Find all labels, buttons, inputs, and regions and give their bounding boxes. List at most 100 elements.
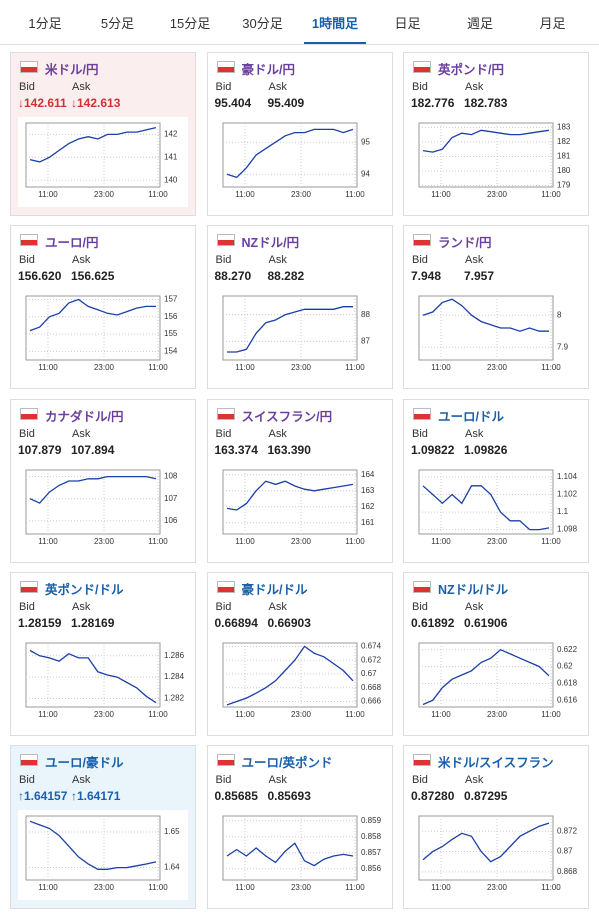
tab[interactable]: 月足 [539,16,566,31]
x-tick-label: 11:00 [38,363,58,372]
x-tick-label: 23:00 [290,190,311,199]
quote-card[interactable]: カナダドル/円 Bid Ask 107.879 107.894 108 107 106 11:0… [10,398,196,563]
y-tick-label: 183 [557,122,571,131]
x-tick-label: 11:00 [148,190,168,199]
x-tick-label: 11:00 [431,190,451,199]
plot-frame [25,642,161,708]
pair-name[interactable]: ユーロ/豪ドル [45,756,124,771]
y-tick-label: 8 [557,311,562,320]
quote-card[interactable]: 英ポンド/ドル Bid Ask 1.28159 1.28169 1.286 1.284 1.2… [10,571,196,736]
bid-label: Bid [215,774,232,787]
plot-frame [418,642,554,708]
x-tick-label: 11:00 [148,710,168,719]
tab[interactable]: 15分足 [169,16,211,31]
x-tick-label: 11:00 [38,710,58,719]
mini-chart: 0.674 0.672 0.67 0.668 0.666 11:00 23:00 11:00 [214,636,385,727]
x-tick-label: 23:00 [487,883,508,892]
flag-icon [20,407,38,420]
bid-label: Bid [412,254,428,267]
pair-name[interactable]: スイスフラン/円 [241,409,333,424]
y-tick-label: 0.622 [557,645,578,654]
ask-value: 1.09826 [464,442,508,457]
pair-name[interactable]: NZドル/ドル [438,582,509,597]
x-tick-label: 11:00 [345,363,365,372]
bid-label: Bid [412,427,428,440]
tab[interactable]: 5分足 [100,16,135,31]
pair-name[interactable]: ランド/円 [438,236,492,251]
y-tick-label: 142 [164,130,178,139]
bid-label: Bid [19,254,35,267]
tab[interactable]: 30分足 [242,16,283,31]
ask-value: ↑1.64171 [71,789,121,804]
ask-value: 0.87295 [464,789,508,804]
y-tick-label: 1.284 [164,672,185,681]
quote-card[interactable]: 豪ドル/ドル Bid Ask 0.66894 0.66903 0.674 0.672 0.67… [206,571,393,736]
x-tick-label: 11:00 [38,190,58,199]
quote-card[interactable]: ランド/円 Bid Ask 7.948 7.957 8 7.9 11:00 23:00 11:00 [403,225,589,390]
y-tick-label: 140 [164,175,178,184]
quote-card[interactable]: ユーロ/豪ドル Bid Ask ↑1.64157 ↑1.64171 1.65 1.64 11:… [10,745,196,910]
pair-name[interactable]: 米ドル/円 [45,63,99,77]
tab[interactable]: 1時間足 [304,0,366,44]
ask-value: 107.894 [71,442,115,457]
tab[interactable]: 1分足 [28,16,62,31]
quote-card[interactable]: ユーロ/ドル Bid Ask 1.09822 1.09826 1.104 1.102 1.1 1… [403,398,589,563]
pair-name[interactable]: NZドル/円 [241,236,300,251]
tab[interactable]: 週足 [466,16,493,31]
plot-frame [418,469,554,535]
pair-name[interactable]: 英ポンド/円 [438,63,504,77]
y-tick-label: 163 [361,486,375,495]
quote-card[interactable]: スイスフラン/円 Bid Ask 163.374 163.390 164 163 162 161… [206,398,393,563]
x-tick-label: 11:00 [148,537,168,546]
x-tick-label: 23:00 [290,710,311,719]
pair-name[interactable]: 米ドル/スイスフラン [438,756,554,771]
pair-name[interactable]: カナダドル/円 [45,409,124,424]
pair-name[interactable]: 英ポンド/ドル [45,582,124,597]
quote-card[interactable]: 米ドル/スイスフラン Bid Ask 0.87280 0.87295 0.872 0.87 0… [403,745,589,910]
quote-card[interactable]: 英ポンド/円 Bid Ask 182.776 182.783 183 182 181 180 17… [403,52,589,216]
x-tick-label: 11:00 [235,190,255,199]
pair-name[interactable]: ユーロ/ドル [438,409,504,424]
x-tick-label: 23:00 [94,537,115,546]
flag-icon [216,407,235,420]
price-line [226,480,353,511]
x-tick-label: 11:00 [541,883,561,892]
x-tick-label: 11:00 [541,537,561,546]
quote-card[interactable]: ユーロ/英ポンド Bid Ask 0.85685 0.85693 0.859 0.858 0.… [206,745,393,910]
ask-label: Ask [72,254,91,267]
tab[interactable]: 日足 [394,16,421,31]
price-line [422,648,550,705]
flag-icon [216,580,235,593]
ask-label: Ask [465,600,484,613]
x-tick-label: 23:00 [94,883,115,892]
pair-name[interactable]: ユーロ/円 [45,236,99,251]
x-tick-label: 11:00 [541,190,561,199]
quote-card[interactable]: NZドル/円 Bid Ask 88.270 88.282 88 87 11:00 23:00 11… [206,225,393,390]
pair-name[interactable]: ユーロ/英ポンド [241,756,333,771]
pair-name[interactable]: 豪ドル/ドル [241,582,308,597]
quote-card[interactable]: 豪ドル/円 Bid Ask 95.404 95.409 95 94 11:00 23:00 11:… [206,52,393,216]
quote-card[interactable]: NZドル/ドル Bid Ask 0.61892 0.61906 0.622 0.62 0.61… [403,571,589,736]
y-tick-label: 88 [361,310,370,319]
bid-value: 156.620 [18,269,62,284]
quote-card[interactable]: 米ドル/円 Bid Ask ↓142.611 ↓142.613 142 141 140 11:0… [10,52,196,216]
x-tick-label: 11:00 [345,710,365,719]
x-tick-label: 23:00 [94,363,115,372]
y-tick-label: 162 [361,502,375,511]
pair-name[interactable]: 豪ドル/円 [241,63,295,77]
y-tick-label: 141 [164,152,178,161]
x-tick-label: 23:00 [94,710,115,719]
flag-icon [216,234,235,247]
price-line [29,649,157,704]
ask-label: Ask [72,774,91,787]
bid-value: ↓142.611 [18,96,67,110]
mini-chart: 1.104 1.102 1.1 1.098 11:00 23:00 11:00 [411,463,581,554]
x-tick-label: 11:00 [541,363,561,372]
price-line [226,306,353,353]
y-tick-label: 0.857 [361,848,382,857]
flag-icon [413,580,431,593]
y-tick-label: 0.672 [361,655,382,664]
ask-label: Ask [268,427,287,440]
mini-chart: 0.622 0.62 0.618 0.616 11:00 23:00 11:00 [411,636,581,727]
quote-card[interactable]: ユーロ/円 Bid Ask 156.620 156.625 157 156 155 154 11:… [10,225,196,390]
